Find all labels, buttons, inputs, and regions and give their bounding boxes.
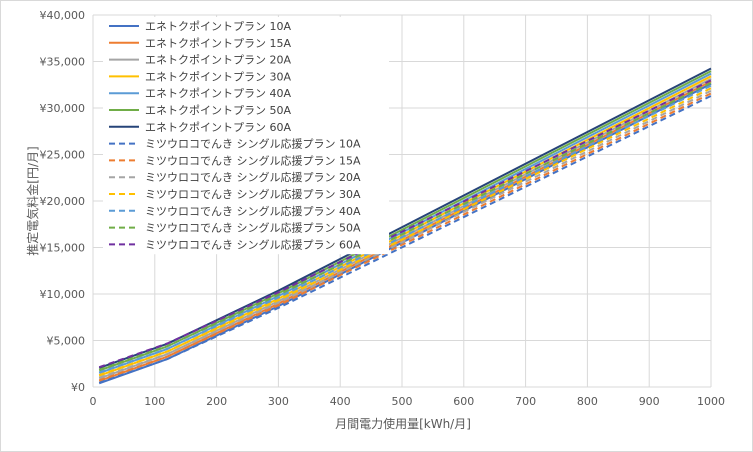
series-line-12 <box>98 84 712 374</box>
x-tick-label: 600 <box>453 395 474 408</box>
x-tick-label: 0 <box>90 395 97 408</box>
legend-label: エネトクポイントプラン 40A <box>145 87 291 100</box>
x-tick-label: 900 <box>639 395 660 408</box>
legend-label: ミツウロコでんき シングル応援プラン 40A <box>145 204 361 218</box>
axes: ¥0 ¥5,000 ¥10,000 ¥15,000 ¥20,000 ¥25,000 ¥30,… <box>40 9 726 408</box>
series-line-8 <box>98 95 712 384</box>
legend-label: ミツウロコでんき シングル応援プラン 15A <box>145 153 361 167</box>
series-line-11 <box>98 87 712 377</box>
legend-label: エネトクポイントプラン 50A <box>145 104 291 117</box>
legend-label: ミツウロコでんき シングル応援プラン 10A <box>145 137 361 151</box>
legend: エネトクポイントプラン 10A エネトクポイントプラン 15A エネトクポイントプラ… <box>103 17 389 255</box>
x-tick-label: 400 <box>330 395 351 408</box>
y-tick-label: ¥40,000 <box>40 9 86 22</box>
legend-label: ミツウロコでんき シングル応援プラン 30A <box>145 187 361 201</box>
series-lines <box>98 67 712 385</box>
x-tick-label: 300 <box>268 395 289 408</box>
x-tick-label: 700 <box>515 395 536 408</box>
y-tick-label: ¥5,000 <box>47 335 86 348</box>
series-line-10 <box>98 89 712 379</box>
x-tick-label: 200 <box>206 395 227 408</box>
legend-label: ミツウロコでんき シングル応援プラン 50A <box>145 221 361 235</box>
x-tick-label: 100 <box>144 395 165 408</box>
y-tick-label: ¥0 <box>71 381 85 394</box>
y-tick-label: ¥10,000 <box>40 288 86 301</box>
x-axis-title: 月間電力使用量[kWh/月] <box>335 416 471 431</box>
y-tick-label: ¥20,000 <box>40 195 86 208</box>
legend-label: エネトクポイントプラン 60A <box>145 121 291 134</box>
x-tick-label: 800 <box>577 395 598 408</box>
y-tick-label: ¥30,000 <box>40 102 86 115</box>
legend-background <box>103 17 389 255</box>
x-tick-label: 1000 <box>697 395 725 408</box>
y-axis-title: 推定電気料金[円/月] <box>25 146 40 255</box>
y-tick-label: ¥15,000 <box>40 242 86 255</box>
legend-label: エネトクポイントプラン 15A <box>145 37 291 50</box>
legend-label: エネトクポイントプラン 20A <box>145 54 291 67</box>
x-tick-label: 500 <box>392 395 413 408</box>
y-tick-label: ¥35,000 <box>40 56 86 69</box>
legend-label: エネトクポイントプラン 10A <box>145 20 291 33</box>
series-line-9 <box>98 92 712 382</box>
y-tick-label: ¥25,000 <box>40 149 86 162</box>
legend-label: ミツウロコでんき シングル応援プラン 20A <box>145 170 361 184</box>
series-line-13 <box>98 82 712 371</box>
legend-label: ミツウロコでんき シングル応援プラン 60A <box>145 237 361 251</box>
series-line-14 <box>98 79 712 369</box>
legend-label: エネトクポイントプラン 30A <box>145 70 291 83</box>
